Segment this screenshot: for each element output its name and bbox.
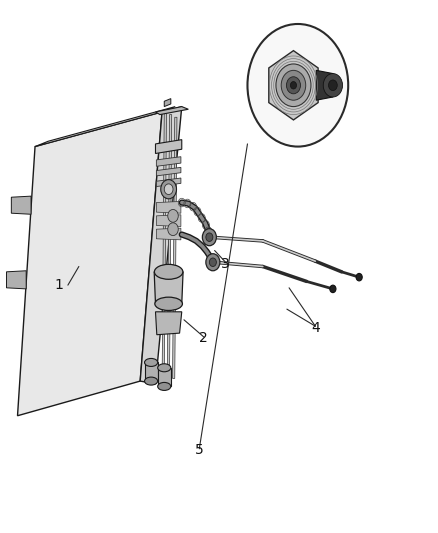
- Polygon shape: [145, 362, 158, 381]
- Polygon shape: [162, 112, 166, 384]
- Circle shape: [323, 74, 343, 97]
- Polygon shape: [154, 272, 183, 304]
- Polygon shape: [164, 99, 171, 107]
- Circle shape: [356, 273, 362, 281]
- Circle shape: [281, 70, 306, 100]
- Circle shape: [168, 223, 178, 236]
- Polygon shape: [158, 368, 171, 386]
- Polygon shape: [173, 117, 177, 378]
- Polygon shape: [156, 167, 181, 176]
- Polygon shape: [269, 51, 318, 120]
- Text: 3: 3: [221, 257, 230, 271]
- Ellipse shape: [145, 377, 158, 385]
- Circle shape: [330, 285, 336, 293]
- Polygon shape: [156, 178, 181, 187]
- Circle shape: [247, 24, 348, 147]
- Polygon shape: [140, 107, 182, 384]
- Polygon shape: [155, 107, 188, 115]
- Polygon shape: [316, 70, 333, 100]
- Polygon shape: [7, 271, 26, 289]
- Circle shape: [202, 229, 216, 246]
- Ellipse shape: [155, 297, 183, 310]
- Polygon shape: [156, 228, 181, 240]
- Ellipse shape: [154, 264, 183, 279]
- Text: 2: 2: [199, 332, 208, 345]
- Polygon shape: [155, 140, 182, 154]
- Text: 4: 4: [311, 321, 320, 335]
- Circle shape: [290, 82, 297, 89]
- Circle shape: [206, 254, 220, 271]
- Text: 1: 1: [55, 278, 64, 292]
- Circle shape: [168, 209, 178, 222]
- Ellipse shape: [145, 358, 158, 367]
- Ellipse shape: [158, 383, 171, 390]
- Circle shape: [161, 180, 177, 199]
- Polygon shape: [18, 112, 162, 416]
- Polygon shape: [11, 196, 31, 214]
- Text: 5: 5: [195, 443, 204, 457]
- Circle shape: [276, 64, 311, 107]
- Polygon shape: [35, 107, 175, 147]
- Polygon shape: [156, 201, 181, 213]
- Circle shape: [286, 77, 300, 94]
- Ellipse shape: [158, 364, 171, 372]
- Polygon shape: [156, 215, 181, 227]
- Circle shape: [209, 258, 216, 266]
- Circle shape: [164, 184, 173, 195]
- Polygon shape: [167, 115, 172, 381]
- Polygon shape: [156, 157, 181, 166]
- Circle shape: [206, 233, 213, 241]
- Circle shape: [328, 80, 337, 91]
- Polygon shape: [155, 312, 182, 335]
